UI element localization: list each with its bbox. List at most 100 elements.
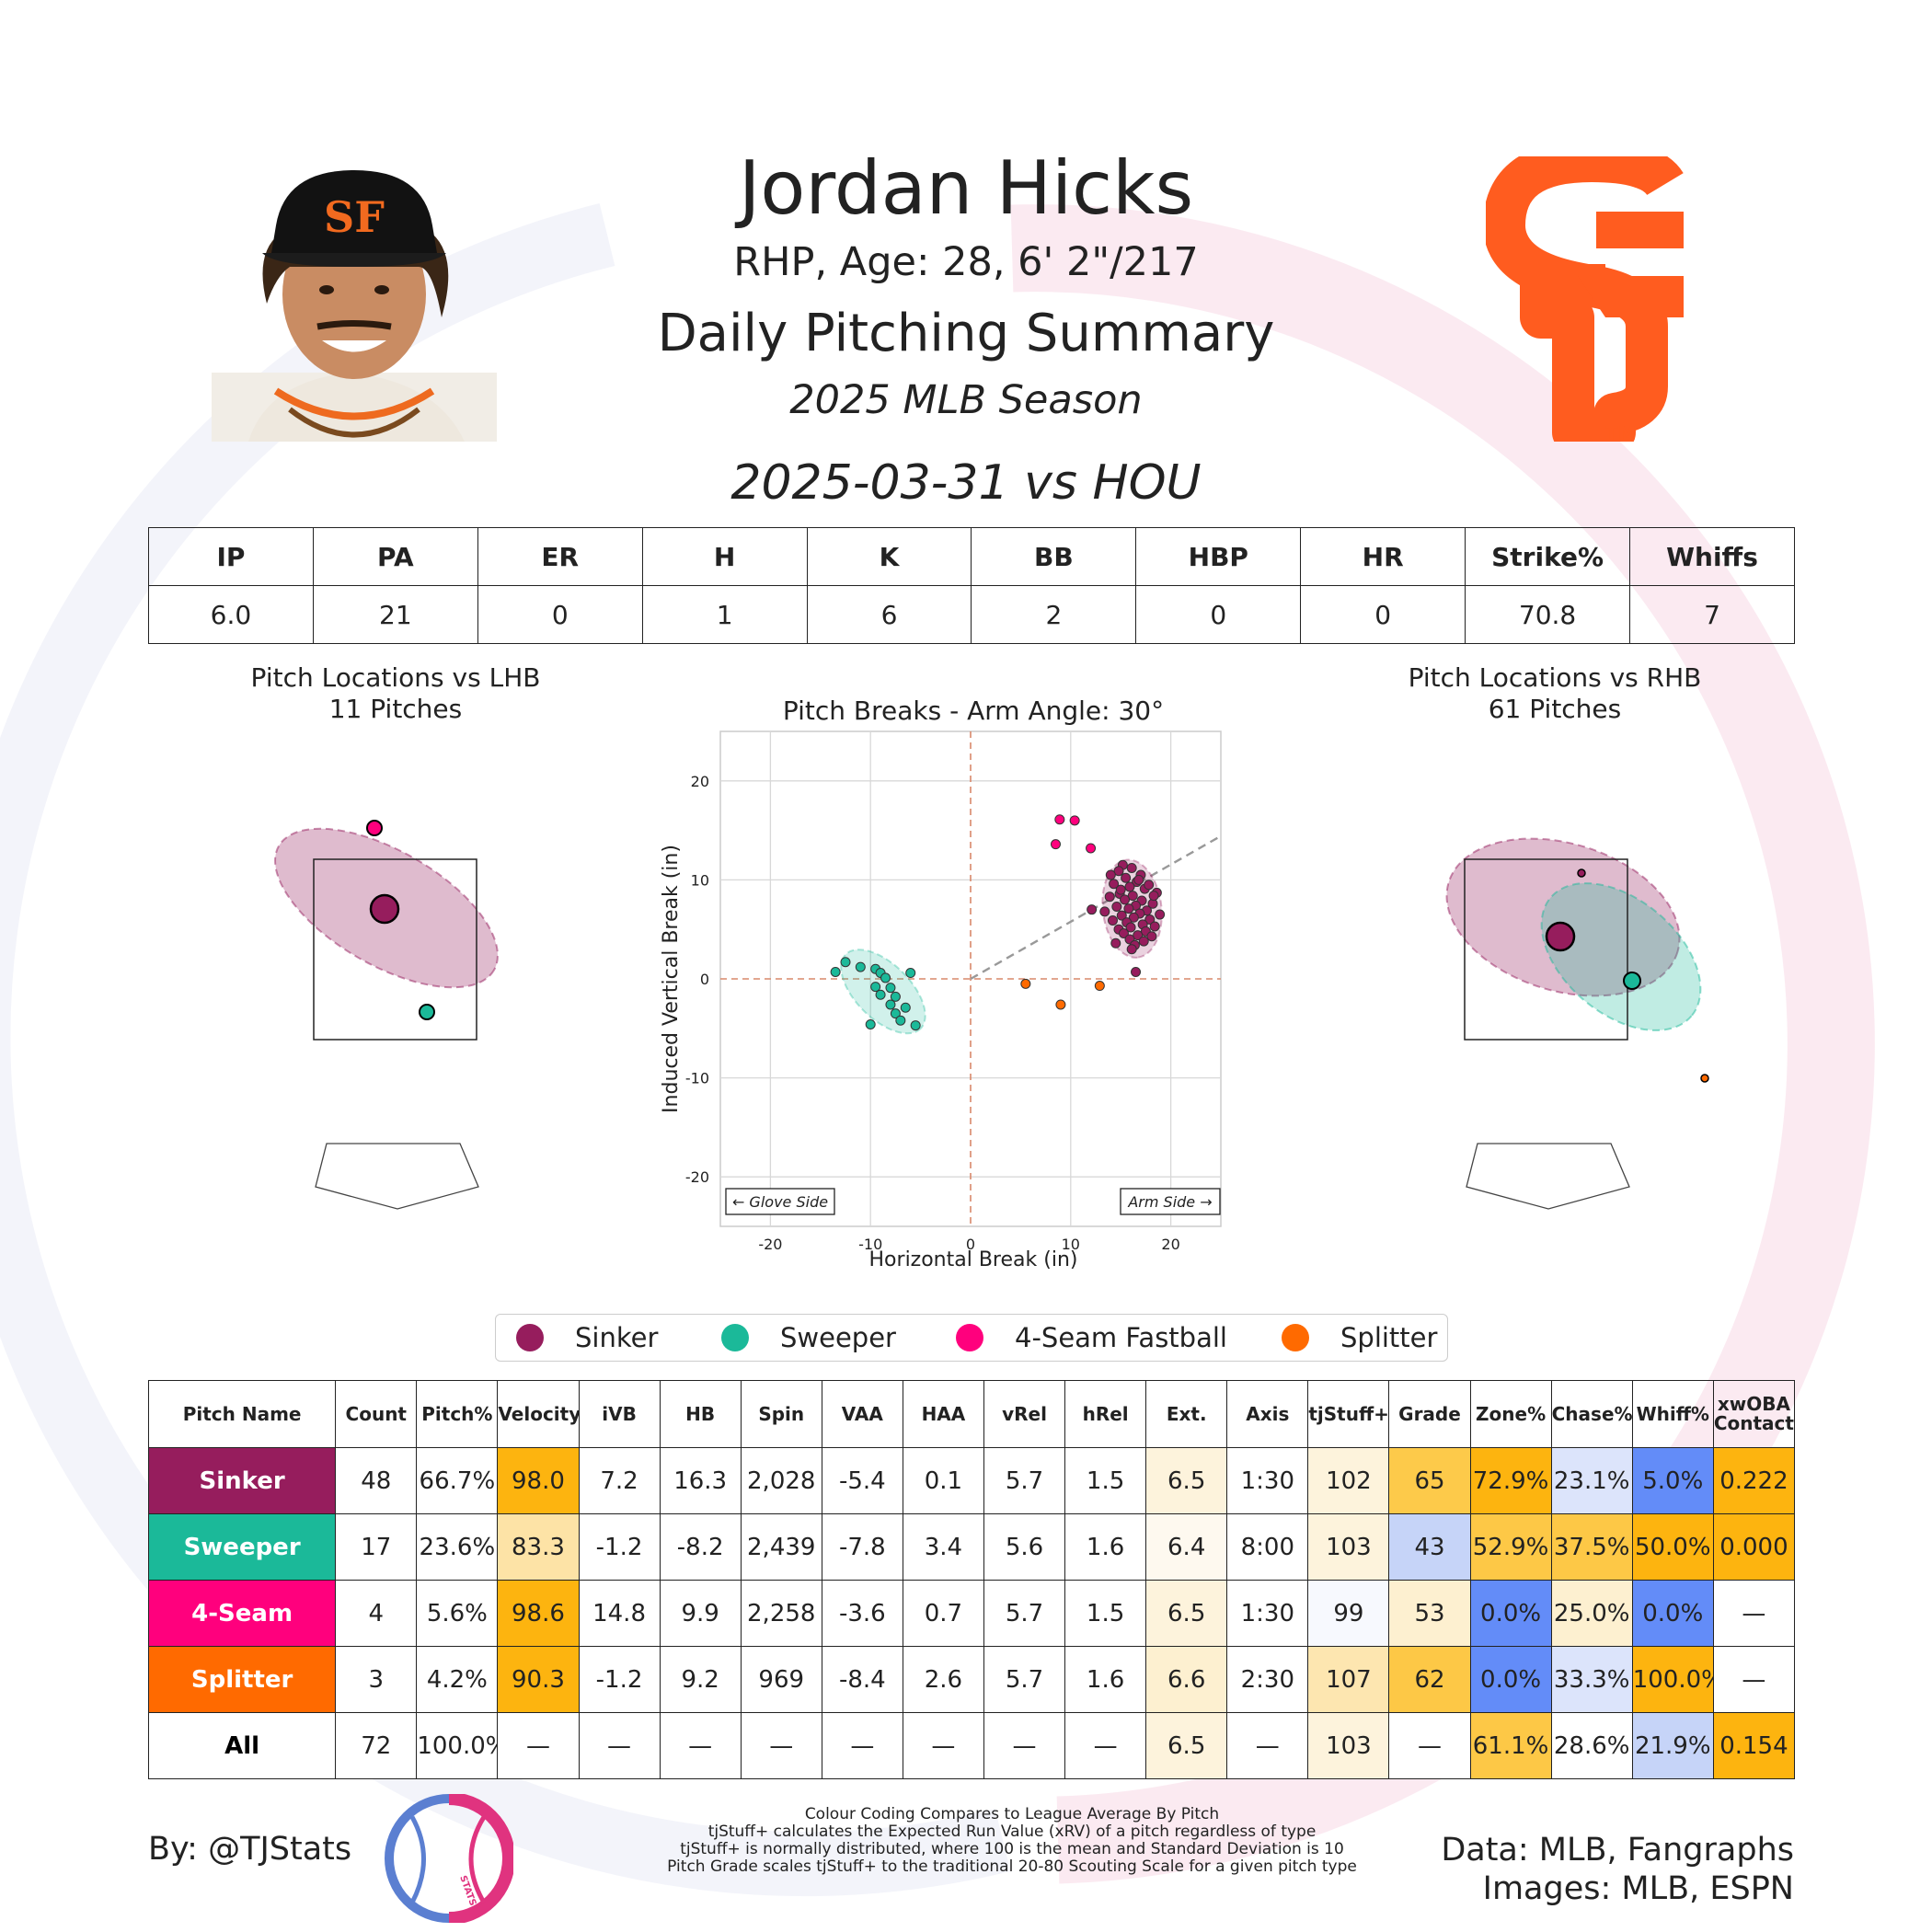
player-info: RHP, Age: 28, 6' 2"/217 xyxy=(733,239,1199,285)
pitch-table-header: Spin xyxy=(740,1380,822,1448)
home-plate xyxy=(315,1143,479,1210)
glove-side-label: ← Glove Side xyxy=(732,1193,828,1211)
game-label: 2025-03-31 vs HOU xyxy=(730,455,1202,511)
sinker-point xyxy=(1118,928,1129,939)
sinker-point xyxy=(1146,931,1157,942)
y-tick-label: 0 xyxy=(700,971,709,988)
pitch-metric-cell: 6.4 xyxy=(1145,1513,1228,1581)
stat-header: BB xyxy=(971,527,1137,586)
pitch-metric-cell: 2,258 xyxy=(740,1580,822,1647)
pitch-metric-cell: -7.8 xyxy=(821,1513,903,1581)
pitch-metric-cell: 1:30 xyxy=(1226,1580,1309,1647)
sinker-point xyxy=(1104,891,1115,903)
pitch-metric-cell: 5.0% xyxy=(1631,1447,1714,1514)
pitch-metric-cell: 2.6 xyxy=(902,1646,984,1713)
arm-side-box: Arm Side → xyxy=(1120,1188,1221,1215)
sweeper-point xyxy=(865,1018,876,1029)
sweeper-point xyxy=(900,1002,911,1013)
pitch-metric-cell: 969 xyxy=(740,1646,822,1713)
stat-header: HR xyxy=(1300,527,1466,586)
sinker-point xyxy=(1105,869,1116,880)
pitch-metric-cell: 6.5 xyxy=(1145,1712,1228,1779)
pitch-metric-cell: 103 xyxy=(1307,1513,1390,1581)
stat-value: 6 xyxy=(806,585,972,644)
pitch-metric-cell: 103 xyxy=(1307,1712,1390,1779)
stat-header: IP xyxy=(148,527,314,586)
pitch-metric-cell: 16.3 xyxy=(659,1447,742,1514)
pitch-metric-cell: 6.6 xyxy=(1145,1646,1228,1713)
sinker-point xyxy=(1099,906,1110,917)
x-tick-label: 20 xyxy=(1161,1236,1179,1253)
data-source: Data: MLB, Fangraphs xyxy=(1441,1832,1794,1869)
pitch-table-row: Sweeper 17 23.6% 83.3 -1.2 -8.2 2,439 -7.8 3.4 5.… xyxy=(147,1513,1796,1581)
pitch-table-row: All72100.0%————————6.5—103—61.1%28.6%21.… xyxy=(147,1712,1796,1779)
y-tick-label: 20 xyxy=(691,773,709,790)
author-credit: By: @TJStats xyxy=(148,1831,352,1868)
sinker-ellipse xyxy=(1445,837,1681,997)
pitch-metric-cell: — xyxy=(1064,1712,1147,1779)
sweeper-point xyxy=(885,999,896,1010)
stat-header: Strike% xyxy=(1465,527,1631,586)
legend-marker xyxy=(1282,1324,1309,1351)
4-seam-fastball-point xyxy=(1069,815,1080,826)
arm-side-label: Arm Side → xyxy=(1127,1193,1212,1211)
stat-value-row: 6.0 21 0 1 6 2 0 0 70.8 7 xyxy=(148,585,1795,644)
pitch-metric-cell: 2,028 xyxy=(740,1447,822,1514)
pitch-metric-cell: 98.6 xyxy=(497,1580,580,1647)
sinker-point xyxy=(1113,866,1124,877)
legend-item-sinker: Sinker xyxy=(516,1315,658,1361)
sinker-point xyxy=(1133,930,1144,941)
stat-value: 2 xyxy=(971,585,1137,644)
pitch-table-header: Pitch% xyxy=(416,1380,499,1448)
footer-note: tjStuff+ is normally distributed, where … xyxy=(680,1840,1344,1858)
footer-note: Pitch Grade scales tjStuff+ to the tradi… xyxy=(667,1857,1357,1876)
pitch-metric-cell: — xyxy=(740,1712,822,1779)
pitch-table-header: HAA xyxy=(902,1380,984,1448)
pitch-table-header: Axis xyxy=(1226,1380,1309,1448)
pitch-metric-cell: 100.0% xyxy=(416,1712,499,1779)
pitch-metric-cell: 43 xyxy=(1388,1513,1471,1581)
legend-label: Sweeper xyxy=(780,1322,896,1353)
pitch-name-cell: Sinker xyxy=(147,1447,337,1514)
sweeper-point xyxy=(890,991,901,1002)
pitch-metric-cell: 98.0 xyxy=(497,1447,580,1514)
home-plate xyxy=(1466,1143,1630,1210)
sweeper-point xyxy=(830,966,841,977)
sinker-point xyxy=(369,893,400,925)
strike-zone xyxy=(313,858,477,1041)
sinker-point xyxy=(1138,936,1149,947)
legend-marker xyxy=(516,1324,544,1351)
pitch-name-cell: All xyxy=(147,1712,337,1779)
sinker-point xyxy=(1124,881,1135,892)
sweeper-point xyxy=(880,972,891,983)
legend-item-sweeper: Sweeper xyxy=(721,1315,896,1361)
pitch-metric-cell: 62 xyxy=(1388,1646,1471,1713)
svg-text:TM: TM xyxy=(1605,422,1637,442)
pitch-table-header: xwOBA Contact xyxy=(1712,1380,1796,1448)
pitch-metric-cell: 72.9% xyxy=(1469,1447,1552,1514)
sinker-point xyxy=(1109,879,1120,890)
pitch-metric-cell: — xyxy=(902,1712,984,1779)
sweeper-point xyxy=(890,1008,901,1019)
legend-label: Splitter xyxy=(1340,1322,1438,1353)
pitch-metric-cell: — xyxy=(1388,1712,1471,1779)
pitch-metric-cell: 28.6% xyxy=(1550,1712,1633,1779)
4-seam-fastball-point xyxy=(1050,839,1061,850)
sweeper-point xyxy=(875,989,886,1000)
pitch-metric-cell: 37.5% xyxy=(1550,1513,1633,1581)
4-seam-fastball-point xyxy=(1054,814,1065,825)
sweeper-point xyxy=(855,961,866,972)
x-tick-label: 0 xyxy=(966,1236,975,1253)
pitch-table-header: VAA xyxy=(821,1380,903,1448)
x-tick-label: -10 xyxy=(858,1236,882,1253)
sinker-point xyxy=(1133,874,1144,885)
pitch-metric-cell: 6.5 xyxy=(1145,1580,1228,1647)
pitch-table-header-row: Pitch Name Count Pitch% Velocity iVB HB Spin VA… xyxy=(147,1380,1796,1448)
sweeper-point xyxy=(910,1020,921,1031)
pitch-metric-cell: — xyxy=(659,1712,742,1779)
pitch-table-row: 4-Seam 4 5.6% 98.6 14.8 9.9 2,258 -3.6 0.7 5.7 1.5… xyxy=(147,1580,1796,1647)
stat-value: 0 xyxy=(477,585,643,644)
pitch-metric-cell: 4 xyxy=(335,1580,418,1647)
pitch-metric-cell: 72 xyxy=(335,1712,418,1779)
sinker-point xyxy=(1110,937,1121,949)
